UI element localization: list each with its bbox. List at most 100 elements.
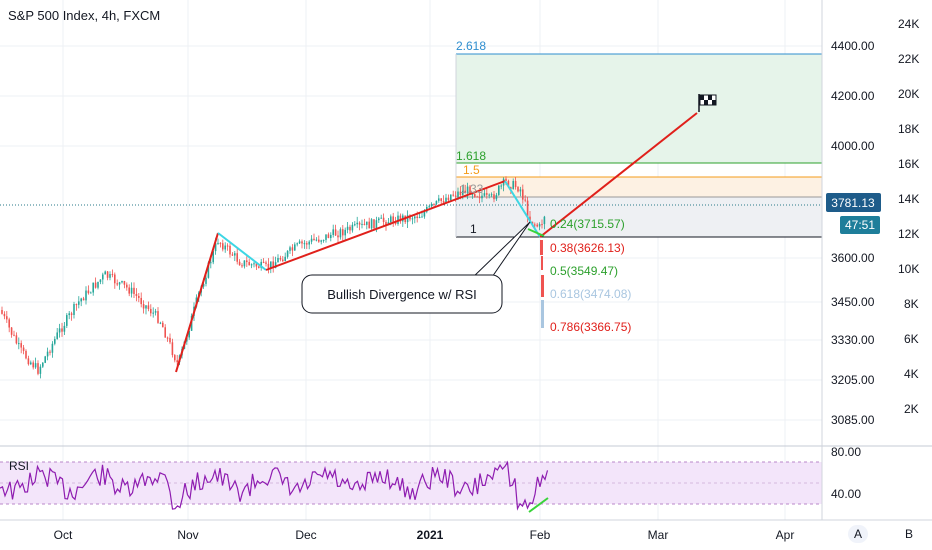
candle-body — [80, 298, 82, 302]
candle-body — [519, 189, 522, 192]
candle-body — [471, 194, 474, 196]
candle-body — [414, 216, 416, 219]
countdown-tag — [840, 216, 880, 234]
candle-body — [411, 218, 414, 220]
time-tick: 2021 — [417, 528, 444, 542]
candle-body — [51, 343, 54, 353]
candle-body — [162, 322, 164, 328]
candle-body — [97, 281, 99, 288]
candle-body — [522, 189, 524, 200]
candle-body — [442, 200, 445, 203]
candle-body — [306, 243, 308, 245]
candle-body — [169, 337, 171, 343]
candle-body — [457, 191, 459, 197]
finish-flag-icon — [698, 94, 717, 112]
candle-body — [140, 297, 142, 305]
candle-body — [106, 271, 109, 278]
candle-body — [44, 356, 46, 363]
candle-body — [284, 256, 286, 262]
time-tick: Oct — [54, 528, 73, 542]
candle-body — [68, 313, 70, 316]
candle-body — [421, 216, 423, 218]
candle-body — [294, 244, 296, 251]
candle-body — [397, 215, 399, 224]
volume-tick: 24K — [898, 17, 919, 31]
candle-body — [459, 191, 462, 195]
candle-body — [157, 311, 159, 323]
candle-body — [296, 243, 298, 245]
candle-body — [150, 308, 152, 314]
candle-body — [224, 245, 226, 250]
candle-body — [325, 234, 327, 240]
candle-body — [423, 211, 426, 217]
candle-body — [166, 337, 169, 339]
callout-box[interactable] — [301, 274, 503, 314]
candle-body — [128, 287, 130, 294]
candle-body — [121, 281, 123, 283]
candle-body — [526, 200, 529, 217]
candle-body — [63, 325, 66, 332]
candle-body — [133, 287, 135, 294]
price-tick: 3450.00 — [831, 295, 875, 309]
candle-body — [289, 247, 291, 251]
candle-body — [368, 221, 370, 229]
volume-tick: 14K — [898, 192, 919, 206]
candle-body — [308, 241, 310, 245]
candle-body — [70, 313, 73, 315]
time-tick: Nov — [177, 528, 198, 542]
chart-title: S&P 500 Index, 4h, FXCM — [8, 8, 161, 23]
candle-body — [510, 187, 512, 190]
candle-body — [274, 262, 277, 269]
candle-body — [138, 295, 140, 298]
candle-body — [73, 304, 75, 315]
volume-tick: 8K — [904, 297, 919, 311]
candle-body — [440, 198, 442, 201]
last-price-tag — [826, 193, 881, 212]
candle-body — [486, 193, 488, 195]
candle-body — [272, 261, 274, 269]
candle-body — [234, 253, 236, 256]
price-tick: 4400.00 — [831, 39, 875, 53]
candle-body — [493, 194, 495, 200]
candle-body — [385, 222, 387, 226]
auto-scale-button[interactable]: A — [848, 525, 868, 543]
candle-body — [147, 305, 150, 309]
log-scale-button[interactable]: B — [904, 527, 913, 541]
candle-body — [135, 293, 138, 296]
candle-body — [262, 261, 265, 263]
candle-body — [219, 242, 222, 244]
candle-body — [126, 284, 128, 288]
candle-body — [248, 262, 250, 266]
candle-body — [464, 190, 466, 194]
candle-body — [39, 366, 42, 374]
divergence-green-rsi — [528, 497, 549, 513]
vertical-grid — [62, 0, 786, 520]
candle-body — [399, 215, 402, 222]
candle-body — [358, 222, 361, 225]
fib-label-05: 0.5(3549.47) — [550, 264, 618, 278]
volume-tick: 18K — [898, 122, 919, 136]
candle-body — [188, 330, 190, 338]
volume-tick: 10K — [898, 262, 919, 276]
rsi-line — [0, 460, 549, 511]
candle-body — [231, 254, 234, 256]
candle-body — [462, 190, 464, 195]
candle-body — [512, 180, 514, 190]
candle-body — [49, 351, 51, 353]
candle-body — [363, 223, 366, 225]
volume-tick: 20K — [898, 87, 919, 101]
candle-body — [226, 245, 229, 247]
time-tick: Dec — [295, 528, 316, 542]
price-tick: 3330.00 — [831, 333, 875, 347]
red-projection — [539, 112, 698, 238]
candle-body — [202, 283, 205, 287]
candlesticks — [1, 176, 546, 379]
candle-body — [114, 274, 116, 284]
candle-body — [452, 194, 454, 196]
candle-body — [246, 260, 248, 263]
candle-body — [205, 277, 207, 284]
candle-body — [142, 304, 145, 309]
fib-label-0786: 0.786(3366.75) — [550, 320, 631, 334]
candle-body — [207, 262, 210, 278]
